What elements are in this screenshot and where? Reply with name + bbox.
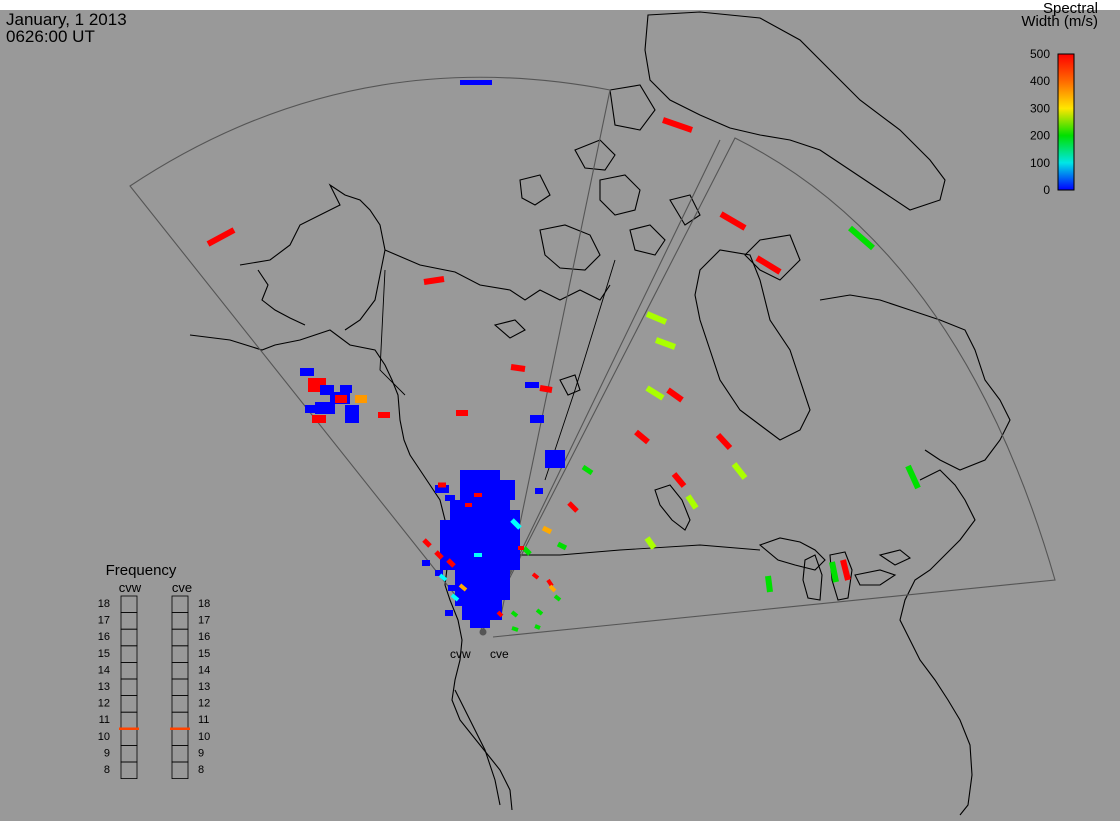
- echo-cluster-alaska: [300, 368, 390, 423]
- site-label-cvw: cvw: [450, 647, 471, 661]
- colorbar-tick-label: 200: [1030, 129, 1050, 143]
- frequency-scale-label: 14: [98, 664, 110, 676]
- fov-cvw: [129, 76, 611, 631]
- frequency-left-label: cvw: [119, 580, 142, 595]
- radar-echoes: [206, 80, 921, 632]
- fov-cve: [482, 137, 1056, 638]
- frequency-scale-label: 12: [198, 698, 210, 710]
- colorbar: Spectral Width (m/s) 500 400 300 200 100 0: [1021, 0, 1098, 197]
- frequency-panel: Frequency cvw cve 18 17 16 15 14 13 12 11 10 9 8 18…: [98, 562, 210, 780]
- colorbar-tick-label: 500: [1030, 47, 1050, 61]
- colorbar-tick-label: 300: [1030, 101, 1050, 115]
- echo-cluster-cvw: [422, 80, 565, 628]
- frequency-scale-label: 18: [198, 598, 210, 610]
- frequency-scale-label: 13: [98, 681, 110, 693]
- frequency-scale-label: 8: [198, 764, 204, 776]
- cve-column-cell: [171, 761, 189, 780]
- date-label: January, 1 2013: [6, 10, 127, 29]
- map-background: [0, 10, 1120, 821]
- frequency-scale-label: 10: [98, 731, 110, 743]
- frequency-scale-label: 14: [198, 664, 210, 676]
- frequency-scale-label: 15: [98, 648, 110, 660]
- colorbar-title-2: Width (m/s): [1021, 13, 1098, 30]
- radar-site-marker: [479, 628, 487, 636]
- frequency-scale-label: 9: [104, 747, 110, 759]
- frequency-scale-label: 11: [198, 714, 209, 726]
- frequency-scale-label: 16: [98, 631, 110, 643]
- time-label: 0626:00 UT: [6, 27, 95, 46]
- colorbar-title-1: Spectral: [1043, 0, 1098, 17]
- frequency-scale-label: 17: [198, 615, 210, 627]
- frequency-scale-label: 13: [198, 681, 210, 693]
- frequency-scale-label: 10: [198, 731, 210, 743]
- frequency-scale-label: 9: [198, 747, 204, 759]
- site-label-cve: cve: [490, 647, 509, 661]
- colorbar-tick-label: 0: [1043, 183, 1050, 197]
- frequency-scale-label: 15: [198, 648, 210, 660]
- frequency-scale-label: 18: [98, 598, 110, 610]
- colorbar-tick-label: 100: [1030, 156, 1050, 170]
- cvw-column-cell: [120, 761, 138, 780]
- frequency-title: Frequency: [106, 562, 177, 579]
- frequency-right-label: cve: [172, 580, 192, 595]
- coastlines: [189, 11, 1011, 816]
- frequency-scale-label: 12: [98, 698, 110, 710]
- frequency-scale-label: 8: [104, 764, 110, 776]
- colorbar-scale: [1057, 53, 1075, 191]
- frequency-scale-label: 17: [98, 615, 110, 627]
- colorbar-tick-label: 400: [1030, 74, 1050, 88]
- frequency-scale-label: 11: [99, 714, 110, 726]
- frequency-scale-label: 16: [198, 631, 210, 643]
- echo-scatter: [206, 117, 921, 632]
